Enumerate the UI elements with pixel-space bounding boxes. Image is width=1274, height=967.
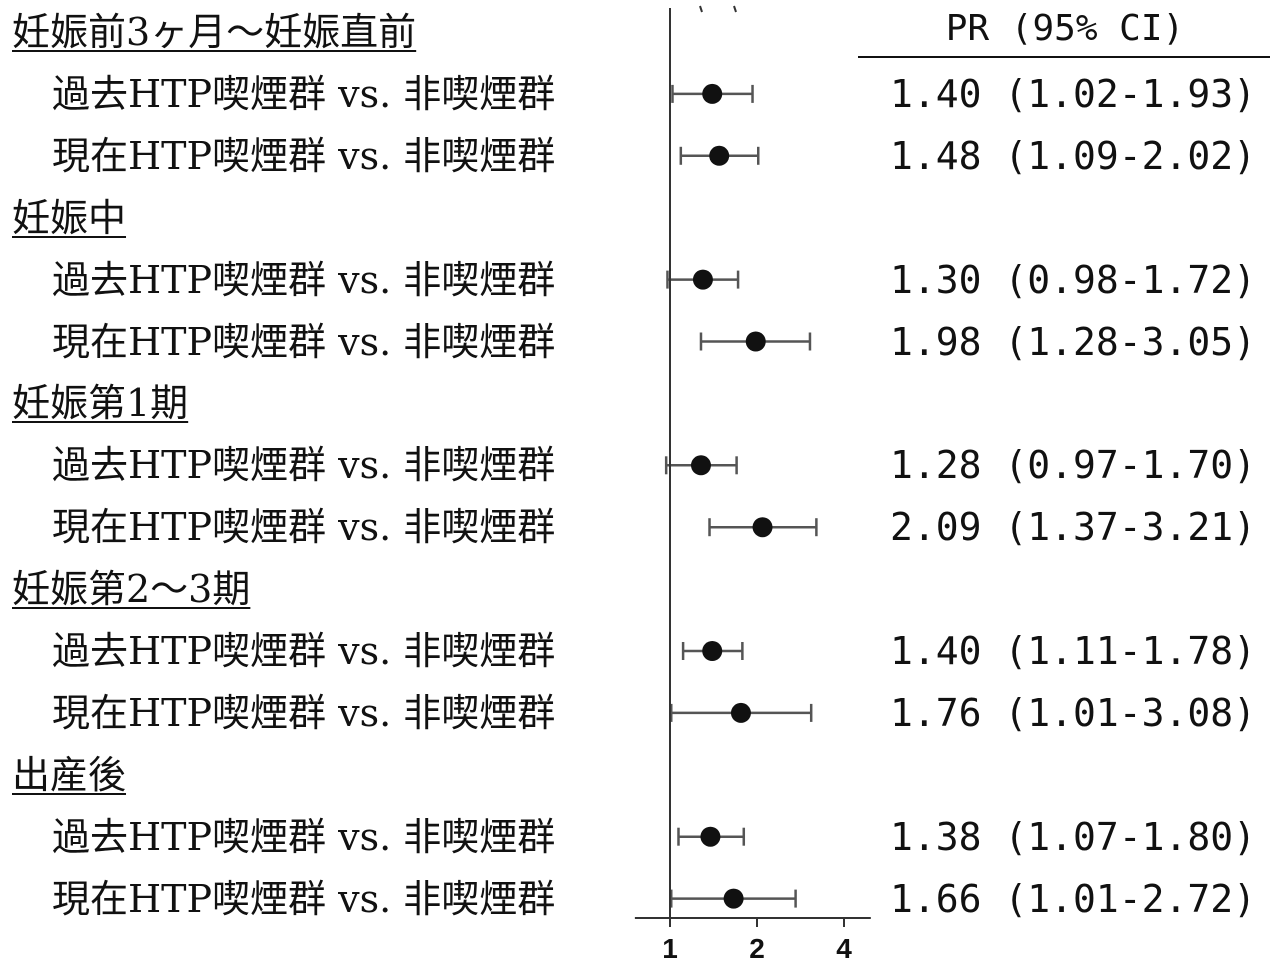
pr-point xyxy=(702,83,723,104)
pr-ci-value: 1.28 (0.97-1.70) xyxy=(890,443,1257,488)
top-mark xyxy=(699,5,703,13)
pr-ci-value: 1.40 (1.02-1.93) xyxy=(890,71,1257,116)
top-mark xyxy=(733,5,737,13)
header-rule xyxy=(858,56,1270,58)
pr-ci-value: 1.48 (1.09-2.02) xyxy=(890,133,1257,178)
pr-ci-value: 2.09 (1.37-3.21) xyxy=(890,505,1257,550)
group-label: 妊娠前3ヶ月～妊娠直前 xyxy=(12,10,417,54)
pr-ci-value: 1.38 (1.07-1.80) xyxy=(890,814,1257,859)
x-tick-label: 4 xyxy=(836,933,852,964)
pr-point xyxy=(690,455,711,476)
comparison-label: 現在HTP喫煙群 vs. 非喫煙群 xyxy=(52,319,556,364)
pr-point xyxy=(702,641,723,661)
pr-point xyxy=(745,331,766,352)
comparison-label: 現在HTP喫煙群 vs. 非喫煙群 xyxy=(52,690,556,735)
pr-ci-value: 1.40 (1.11-1.78) xyxy=(890,629,1257,673)
pr-point xyxy=(709,145,730,166)
group-label: 出産後 xyxy=(12,752,127,797)
comparison-label: 現在HTP喫煙群 vs. 非喫煙群 xyxy=(52,133,556,178)
pr-point xyxy=(723,888,744,909)
pr-point xyxy=(692,269,713,290)
pr-point xyxy=(752,517,773,538)
pr-ci-value: 1.98 (1.28-3.05) xyxy=(890,319,1257,364)
comparison-label: 過去HTP喫煙群 vs. 非喫煙群 xyxy=(52,443,556,488)
x-tick-label: 2 xyxy=(749,933,765,964)
group-label: 妊娠第2～3期 xyxy=(12,567,251,612)
comparison-label: 過去HTP喫煙群 vs. 非喫煙群 xyxy=(52,257,556,302)
x-tick-label: 1 xyxy=(662,933,678,964)
group-label: 妊娠第1期 xyxy=(12,381,189,426)
comparison-label: 過去HTP喫煙群 vs. 非喫煙群 xyxy=(52,629,556,673)
pr-ci-value: 1.66 (1.01-2.72) xyxy=(890,876,1257,921)
pr-point xyxy=(730,702,751,723)
comparison-label: 現在HTP喫煙群 vs. 非喫煙群 xyxy=(52,505,556,550)
pr-ci-header: PR (95% CI) xyxy=(945,8,1185,49)
pr-ci-value: 1.76 (1.01-3.08) xyxy=(890,690,1257,735)
comparison-label: 過去HTP喫煙群 vs. 非喫煙群 xyxy=(52,71,556,116)
comparison-label: 過去HTP喫煙群 vs. 非喫煙群 xyxy=(52,814,556,859)
pr-point xyxy=(700,826,721,847)
comparison-label: 現在HTP喫煙群 vs. 非喫煙群 xyxy=(52,876,556,921)
pr-ci-value: 1.30 (0.98-1.72) xyxy=(890,257,1257,302)
group-label: 妊娠中 xyxy=(12,195,127,240)
